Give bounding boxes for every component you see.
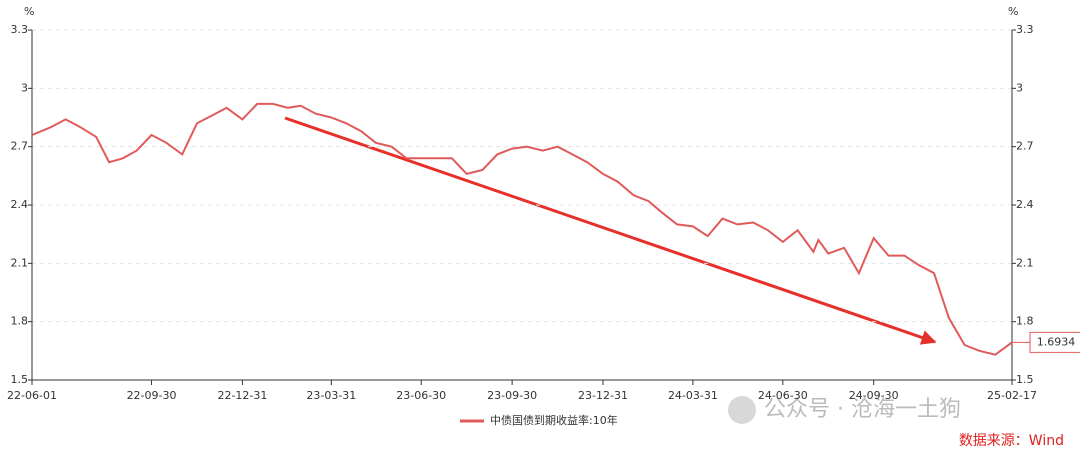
y-tick-label: 2.1 bbox=[11, 256, 29, 269]
y2-tick-label: 1.5 bbox=[1016, 373, 1034, 386]
x-tick-label: 23-03-31 bbox=[306, 389, 356, 402]
x-tick-label: 24-09-30 bbox=[849, 389, 899, 402]
y-tick-label: 2.4 bbox=[11, 198, 29, 211]
y-tick-label: 1.5 bbox=[11, 373, 29, 386]
y2-tick-label: 2.1 bbox=[1016, 256, 1034, 269]
source: 数据来源：Wind bbox=[959, 433, 1064, 449]
x-tick-label: 23-09-30 bbox=[487, 389, 537, 402]
y-tick-label: 3 bbox=[21, 81, 28, 94]
watermark-icon bbox=[728, 396, 756, 424]
y-unit: % bbox=[24, 5, 34, 18]
x-tick-label: 22-12-31 bbox=[217, 389, 267, 402]
series-line bbox=[31, 102, 1013, 356]
y2-tick-label: 1.8 bbox=[1016, 315, 1034, 328]
y2-tick-label: 2.4 bbox=[1016, 198, 1034, 211]
y-tick-label: 2.7 bbox=[11, 140, 29, 153]
y2-tick-label: 2.7 bbox=[1016, 140, 1034, 153]
x-tick-label: 23-12-31 bbox=[578, 389, 628, 402]
trend-arrow bbox=[284, 116, 937, 345]
last-value-label: 1.6934 bbox=[1037, 335, 1076, 348]
watermark: 公众号 · 沧海一土狗 bbox=[764, 397, 961, 422]
x-tick-label: 23-06-30 bbox=[396, 389, 446, 402]
x-tick-label: 22-09-30 bbox=[127, 389, 177, 402]
y2-unit: % bbox=[1008, 5, 1018, 18]
x-tick-label: 25-02-17 bbox=[987, 389, 1037, 402]
y2-tick-label: 3.3 bbox=[1016, 23, 1034, 36]
x-tick-label: 22-06-01 bbox=[7, 389, 57, 402]
legend-label: 中债国债到期收益率:10年 bbox=[490, 413, 618, 427]
y-tick-label: 3.3 bbox=[11, 23, 29, 36]
y2-tick-label: 3 bbox=[1016, 81, 1023, 94]
y-tick-label: 1.8 bbox=[11, 315, 29, 328]
x-tick-label: 24-06-30 bbox=[758, 389, 808, 402]
x-tick-label: 24-03-31 bbox=[668, 389, 718, 402]
